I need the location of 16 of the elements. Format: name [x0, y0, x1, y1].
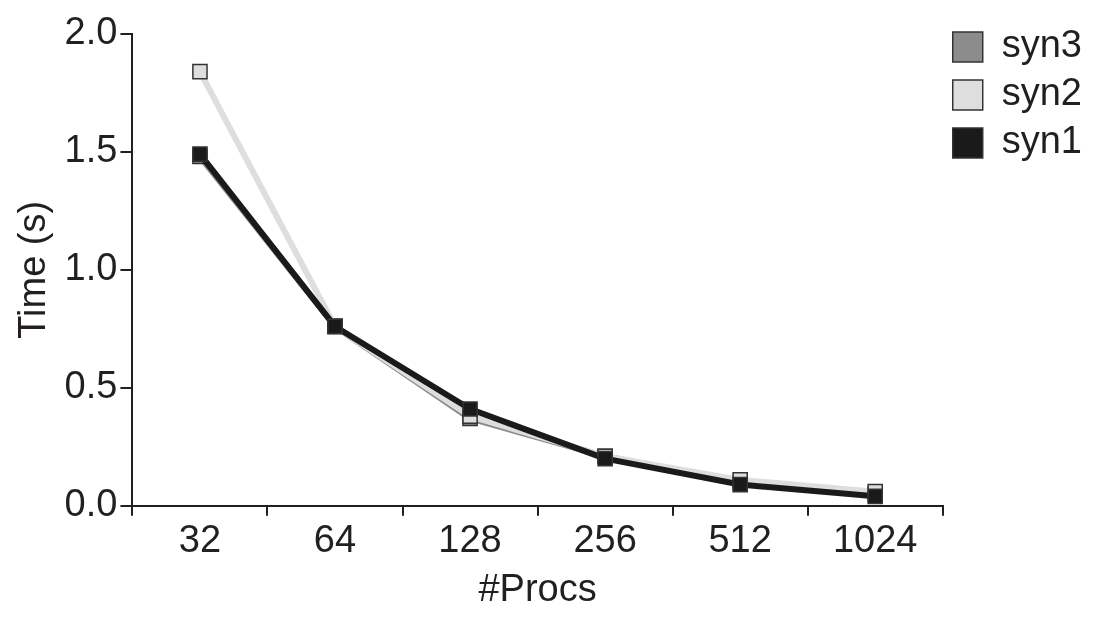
y-tick-label: 0.0	[64, 482, 118, 525]
legend-label: syn3	[1001, 23, 1083, 66]
y-tick-label: 2.0	[64, 10, 118, 53]
x-tick-label: 128	[438, 518, 502, 561]
x-tick-label: 256	[573, 518, 637, 561]
y-tick-label: 1.0	[64, 246, 118, 289]
y-tick-label: 0.5	[64, 364, 118, 407]
legend-label: syn2	[1001, 71, 1083, 114]
x-axis-title: #Procs	[478, 566, 597, 609]
x-tick-label: 64	[313, 518, 357, 561]
x-tick-label: 32	[178, 518, 222, 561]
x-tick-label: 1024	[832, 518, 918, 561]
x-tick-label: 512	[708, 518, 772, 561]
y-tick-label: 1.5	[64, 128, 118, 171]
y-axis-title: Time (s)	[11, 200, 54, 339]
legend-label: syn1	[1001, 119, 1083, 162]
